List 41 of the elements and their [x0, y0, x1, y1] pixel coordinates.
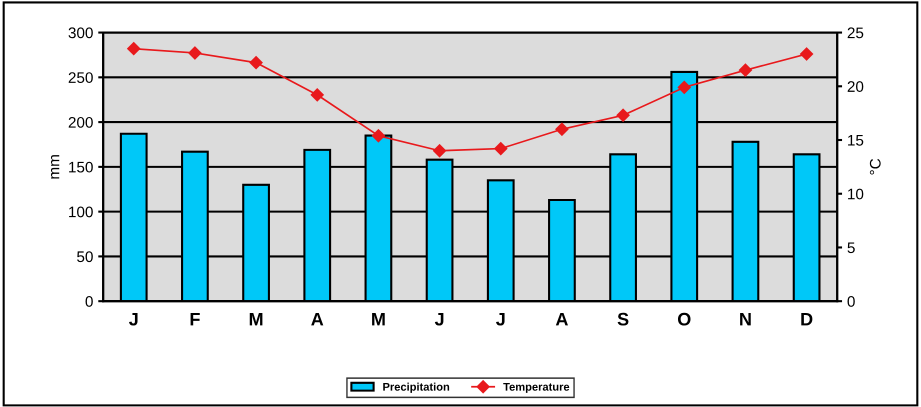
x-tick-label: A	[556, 312, 568, 326]
point	[494, 142, 508, 156]
y-tick-label: 250	[68, 72, 93, 84]
y-tick-label: 200	[68, 116, 93, 128]
point	[678, 80, 691, 94]
x-tick-label: F	[190, 312, 200, 326]
y2-tick-label: 10	[848, 188, 864, 200]
x-tick-label: A	[311, 312, 324, 326]
x-tick-label: M	[372, 312, 385, 326]
y2-tick-label: 0	[848, 296, 855, 307]
x-tick-label: M	[250, 312, 262, 326]
x-tick-label: J	[496, 312, 505, 326]
x-tick-label: S	[618, 312, 628, 326]
y-tick-label: 150	[69, 162, 93, 173]
y2-tick-label: 5	[848, 242, 855, 254]
point	[127, 42, 140, 56]
y2-tick-label: 25	[848, 27, 864, 38]
y2-tick-label: 20	[848, 81, 864, 92]
point	[372, 129, 386, 142]
y-tick-label: 50	[77, 251, 93, 262]
y-tick-label: 100	[69, 206, 93, 218]
point	[310, 88, 324, 102]
x-tick-label: J	[434, 312, 444, 326]
point	[616, 108, 630, 122]
x-tick-label: O	[678, 312, 691, 326]
point	[188, 46, 202, 60]
point	[800, 47, 814, 61]
x-tick-label: J	[128, 312, 138, 326]
point	[738, 64, 752, 77]
point	[249, 56, 263, 70]
y2-tick-label: 15	[848, 135, 864, 146]
x-tick-label: N	[740, 312, 751, 326]
point	[555, 122, 569, 136]
legend-label: Temperature	[503, 382, 570, 393]
x-tick-label: D	[801, 312, 812, 326]
y-tick-label: 300	[68, 27, 93, 38]
y-tick-label: 0	[86, 296, 93, 307]
y2-axis-title: °C	[870, 158, 881, 175]
legend-label: Precipitation	[383, 382, 450, 393]
y-axis-title: mm	[50, 155, 60, 179]
point	[433, 144, 446, 158]
